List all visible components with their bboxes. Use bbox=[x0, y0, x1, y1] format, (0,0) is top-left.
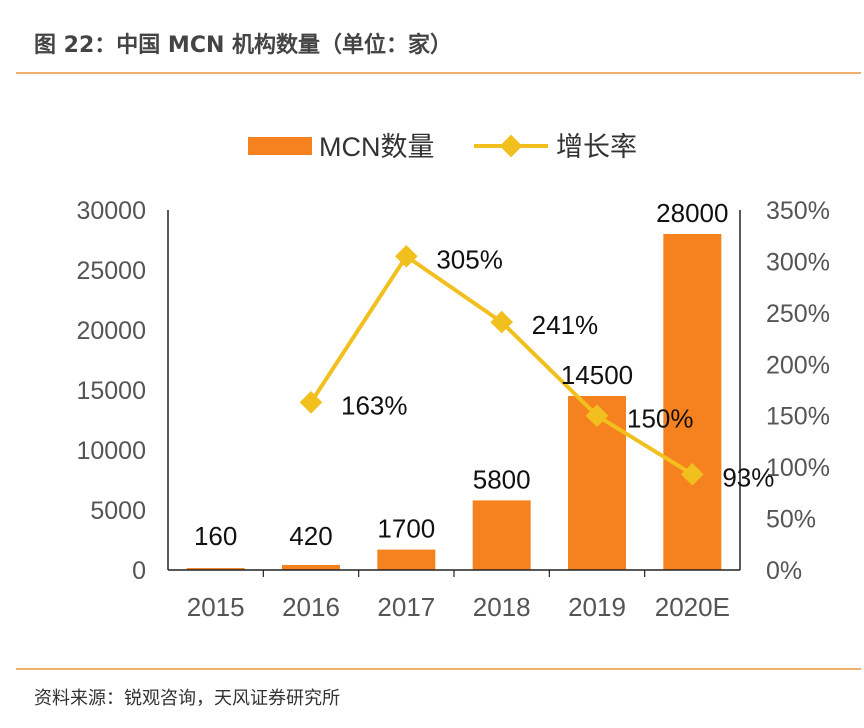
left-tick-label: 5000 bbox=[90, 497, 146, 525]
growth-point bbox=[490, 310, 513, 334]
chart: MCN数量 增长率 050001000015000200002500030000 … bbox=[76, 132, 830, 622]
legend-bar-swatch bbox=[248, 137, 312, 155]
legend: MCN数量 增长率 bbox=[248, 132, 637, 162]
left-tick-label: 0 bbox=[132, 557, 146, 585]
left-tick-label: 30000 bbox=[76, 197, 146, 225]
bar bbox=[186, 568, 245, 570]
right-tick-label: 300% bbox=[766, 248, 830, 276]
x-tick-label: 2019 bbox=[568, 592, 626, 622]
left-tick-label: 20000 bbox=[76, 317, 146, 345]
right-tick-label: 0% bbox=[766, 557, 802, 585]
x-axis: 2015 2016 2017 2018 2019 2020E bbox=[187, 592, 730, 622]
line-series bbox=[299, 244, 704, 486]
bar-value-label: 420 bbox=[289, 521, 332, 551]
bottom-rule bbox=[16, 668, 861, 670]
bar-value-label: 28000 bbox=[656, 198, 728, 228]
left-tick-label: 10000 bbox=[76, 437, 146, 465]
legend-bar-label: MCN数量 bbox=[319, 132, 435, 162]
bar bbox=[377, 549, 436, 570]
right-axis: 0% 50% 100% 150% 200% 250% 300% 350% bbox=[766, 197, 830, 585]
bar-value-label: 5800 bbox=[473, 464, 531, 494]
x-tick-label: 2018 bbox=[473, 592, 531, 622]
x-tick-label: 2016 bbox=[282, 592, 340, 622]
bar bbox=[472, 500, 531, 570]
axes bbox=[167, 210, 741, 577]
legend-line-marker bbox=[499, 134, 523, 158]
growth-point bbox=[585, 404, 609, 428]
right-tick-label: 50% bbox=[766, 506, 816, 534]
growth-point bbox=[681, 463, 704, 486]
source-note: 资料来源：锐观咨询，天风证券研究所 bbox=[34, 688, 340, 709]
bar-value-label: 14500 bbox=[561, 360, 633, 390]
x-tick-label: 2015 bbox=[187, 592, 245, 622]
left-tick-label: 25000 bbox=[76, 257, 146, 285]
right-tick-label: 100% bbox=[766, 454, 830, 482]
growth-point bbox=[299, 391, 323, 414]
left-axis: 0 5000 10000 15000 20000 25000 30000 bbox=[76, 197, 146, 585]
right-tick-label: 200% bbox=[766, 351, 830, 379]
x-tick-label: 2020E bbox=[655, 592, 730, 622]
bar-value-label: 1700 bbox=[377, 514, 435, 544]
growth-value-label: 305% bbox=[436, 244, 503, 274]
growth-value-label: 93% bbox=[722, 462, 774, 492]
bar bbox=[663, 234, 722, 570]
growth-value-label: 150% bbox=[627, 404, 694, 434]
left-tick-label: 15000 bbox=[76, 377, 146, 405]
bar bbox=[282, 564, 340, 570]
growth-line bbox=[309, 254, 694, 477]
growth-value-label: 163% bbox=[341, 390, 408, 420]
growth-value-label: 241% bbox=[532, 310, 599, 340]
chart-title: 图 22：中国 MCN 机构数量（单位：家） bbox=[34, 33, 453, 58]
x-tick-label: 2017 bbox=[377, 592, 435, 622]
top-rule bbox=[16, 72, 861, 74]
growth-point bbox=[395, 244, 418, 268]
legend-line-label: 增长率 bbox=[556, 132, 637, 162]
data-labels: 160 420 1700 5800 14500 28000 163% 305% 241% 150%… bbox=[194, 198, 774, 551]
bar-value-label: 160 bbox=[194, 521, 237, 551]
right-tick-label: 250% bbox=[766, 300, 830, 328]
right-tick-label: 350% bbox=[766, 197, 830, 225]
bar-series bbox=[186, 234, 722, 570]
right-tick-label: 150% bbox=[766, 403, 830, 431]
